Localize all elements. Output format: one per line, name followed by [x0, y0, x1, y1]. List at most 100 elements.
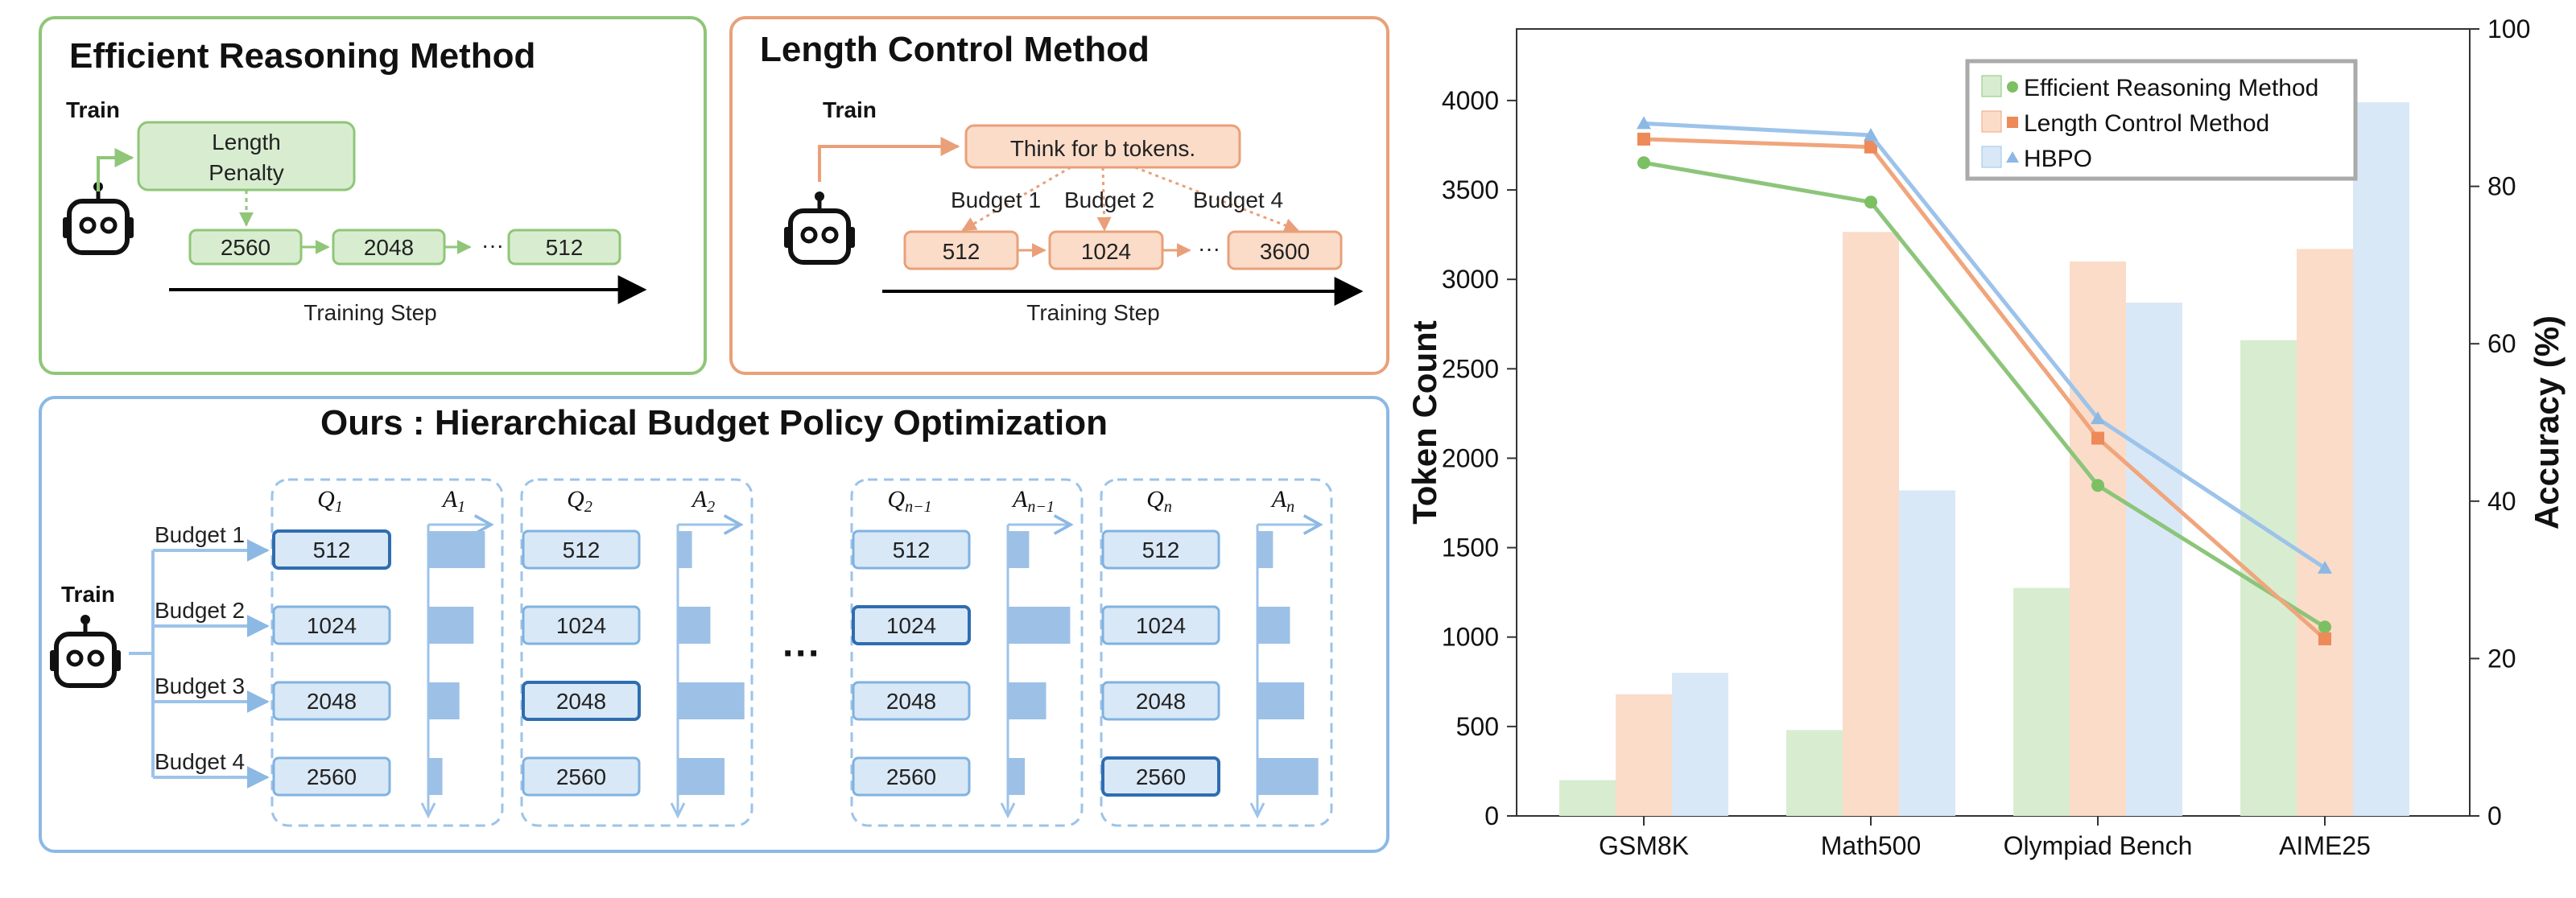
legend-marker [2007, 81, 2018, 93]
training-axis-label: Training Step [1026, 300, 1160, 325]
answer-length-bar [428, 682, 460, 719]
panel-length-control: Length Control Method Train Think for b … [729, 16, 1389, 375]
step-value-3: 512 [546, 235, 584, 260]
tick-label: 80 [2487, 172, 2516, 201]
panel-border [39, 396, 1389, 853]
tick-label: 40 [2487, 487, 2516, 516]
point-marker [1637, 116, 1651, 130]
y-axis-label-right: Accuracy (%) [2528, 315, 2566, 529]
point-marker [1864, 128, 1878, 142]
tick-label: 60 [2487, 329, 2516, 358]
category-label: GSM8K [1599, 831, 1689, 860]
budget-box [852, 756, 971, 797]
bar [1672, 673, 1728, 816]
series-line [1643, 137, 2326, 641]
panel-border [729, 16, 1389, 375]
point-marker [1864, 140, 1877, 154]
point-marker [2318, 560, 2332, 574]
series-line [1643, 160, 2326, 629]
tick-label: 1000 [1442, 623, 1499, 652]
answer-length-bar [1257, 607, 1290, 644]
group-frame [520, 478, 753, 827]
category-label: AIME25 [2279, 831, 2371, 860]
legend-frame [1965, 59, 2358, 181]
answer-axis-arrow [1249, 802, 1265, 819]
answer-length-bar [678, 607, 711, 644]
answer-length-bar [1257, 682, 1305, 719]
bar [1899, 490, 1955, 816]
point-marker [1637, 156, 1650, 170]
tick-label: 2000 [1442, 443, 1499, 472]
step-value-2: 2048 [364, 235, 414, 260]
y-axis-left: 0 500 1000 1500 2000 2500 3000 3500 4000 [1442, 86, 1517, 830]
tick-label: 2500 [1442, 354, 1499, 383]
panel-border [39, 16, 707, 375]
answer-length-bar [428, 758, 443, 795]
step-box-3 [1227, 230, 1343, 270]
answer-length-bar [428, 531, 485, 568]
budget-label-1: Budget 1 [951, 187, 1041, 212]
tick-label: 500 [1456, 712, 1499, 741]
budget-box [1101, 529, 1220, 570]
bar [1616, 694, 1672, 816]
step-value-3: 3600 [1260, 239, 1310, 264]
line-marks [1637, 116, 2332, 645]
answer-length-bar [1008, 531, 1030, 568]
tick-label: 3500 [1442, 175, 1499, 204]
bar-marks [1559, 102, 2409, 817]
budget-label-4: Budget 4 [1193, 187, 1283, 212]
tick-label: 1500 [1442, 533, 1499, 562]
legend-marker [2007, 117, 2018, 128]
point-marker [1637, 132, 1650, 146]
legend-label: Length Control Method [2024, 110, 2269, 137]
tick-label: 20 [2487, 644, 2516, 673]
group-frame [270, 478, 504, 827]
bar [1786, 730, 1843, 816]
budget-value: 1024 [556, 613, 606, 638]
tick-label: 3000 [1442, 265, 1499, 294]
budget-box [522, 605, 641, 645]
category-label: Olympiad Bench [2004, 831, 2193, 860]
budget-box [852, 681, 971, 721]
train-label: Train [823, 97, 877, 122]
budget-value: 2560 [1136, 764, 1186, 789]
budget-value: 2048 [886, 689, 936, 714]
bar [2013, 587, 2070, 816]
point-marker [2318, 632, 2331, 645]
step-value-1: 512 [943, 239, 980, 264]
budget-box [522, 756, 641, 797]
ellipsis-icon: ··· [782, 632, 821, 675]
legend-swatch [1981, 110, 2002, 133]
answer-axis-arrow [420, 802, 436, 819]
panel-title: Efficient Reasoning Method [69, 36, 535, 76]
train-label: Train [61, 582, 115, 607]
robot-icon [784, 192, 855, 265]
point-marker [2091, 479, 2104, 492]
budget-value: 2560 [307, 764, 357, 789]
robot-icon [63, 182, 134, 255]
budget-value: 512 [313, 538, 351, 562]
training-axis-label: Training Step [303, 300, 437, 325]
bar [2070, 261, 2126, 816]
budget-box [272, 605, 391, 645]
plot-frame [1516, 28, 2471, 817]
budget-value: 512 [1142, 538, 1180, 562]
group-frame [1100, 478, 1333, 827]
legend-swatch [1981, 146, 2002, 168]
answer-length-bar [678, 531, 692, 568]
budget-value: 1024 [1136, 613, 1186, 638]
train-label: Train [66, 97, 120, 122]
point-marker [2318, 620, 2331, 634]
answer-axis-arrow [1000, 802, 1016, 819]
budget-box [522, 529, 641, 570]
tick-label: 0 [1484, 801, 1499, 830]
step-box-3 [507, 229, 621, 266]
y-axis-label-left: Token Count [1406, 320, 1443, 525]
panel-efficient-reasoning: Efficient Reasoning Method Train Length P… [39, 16, 707, 375]
